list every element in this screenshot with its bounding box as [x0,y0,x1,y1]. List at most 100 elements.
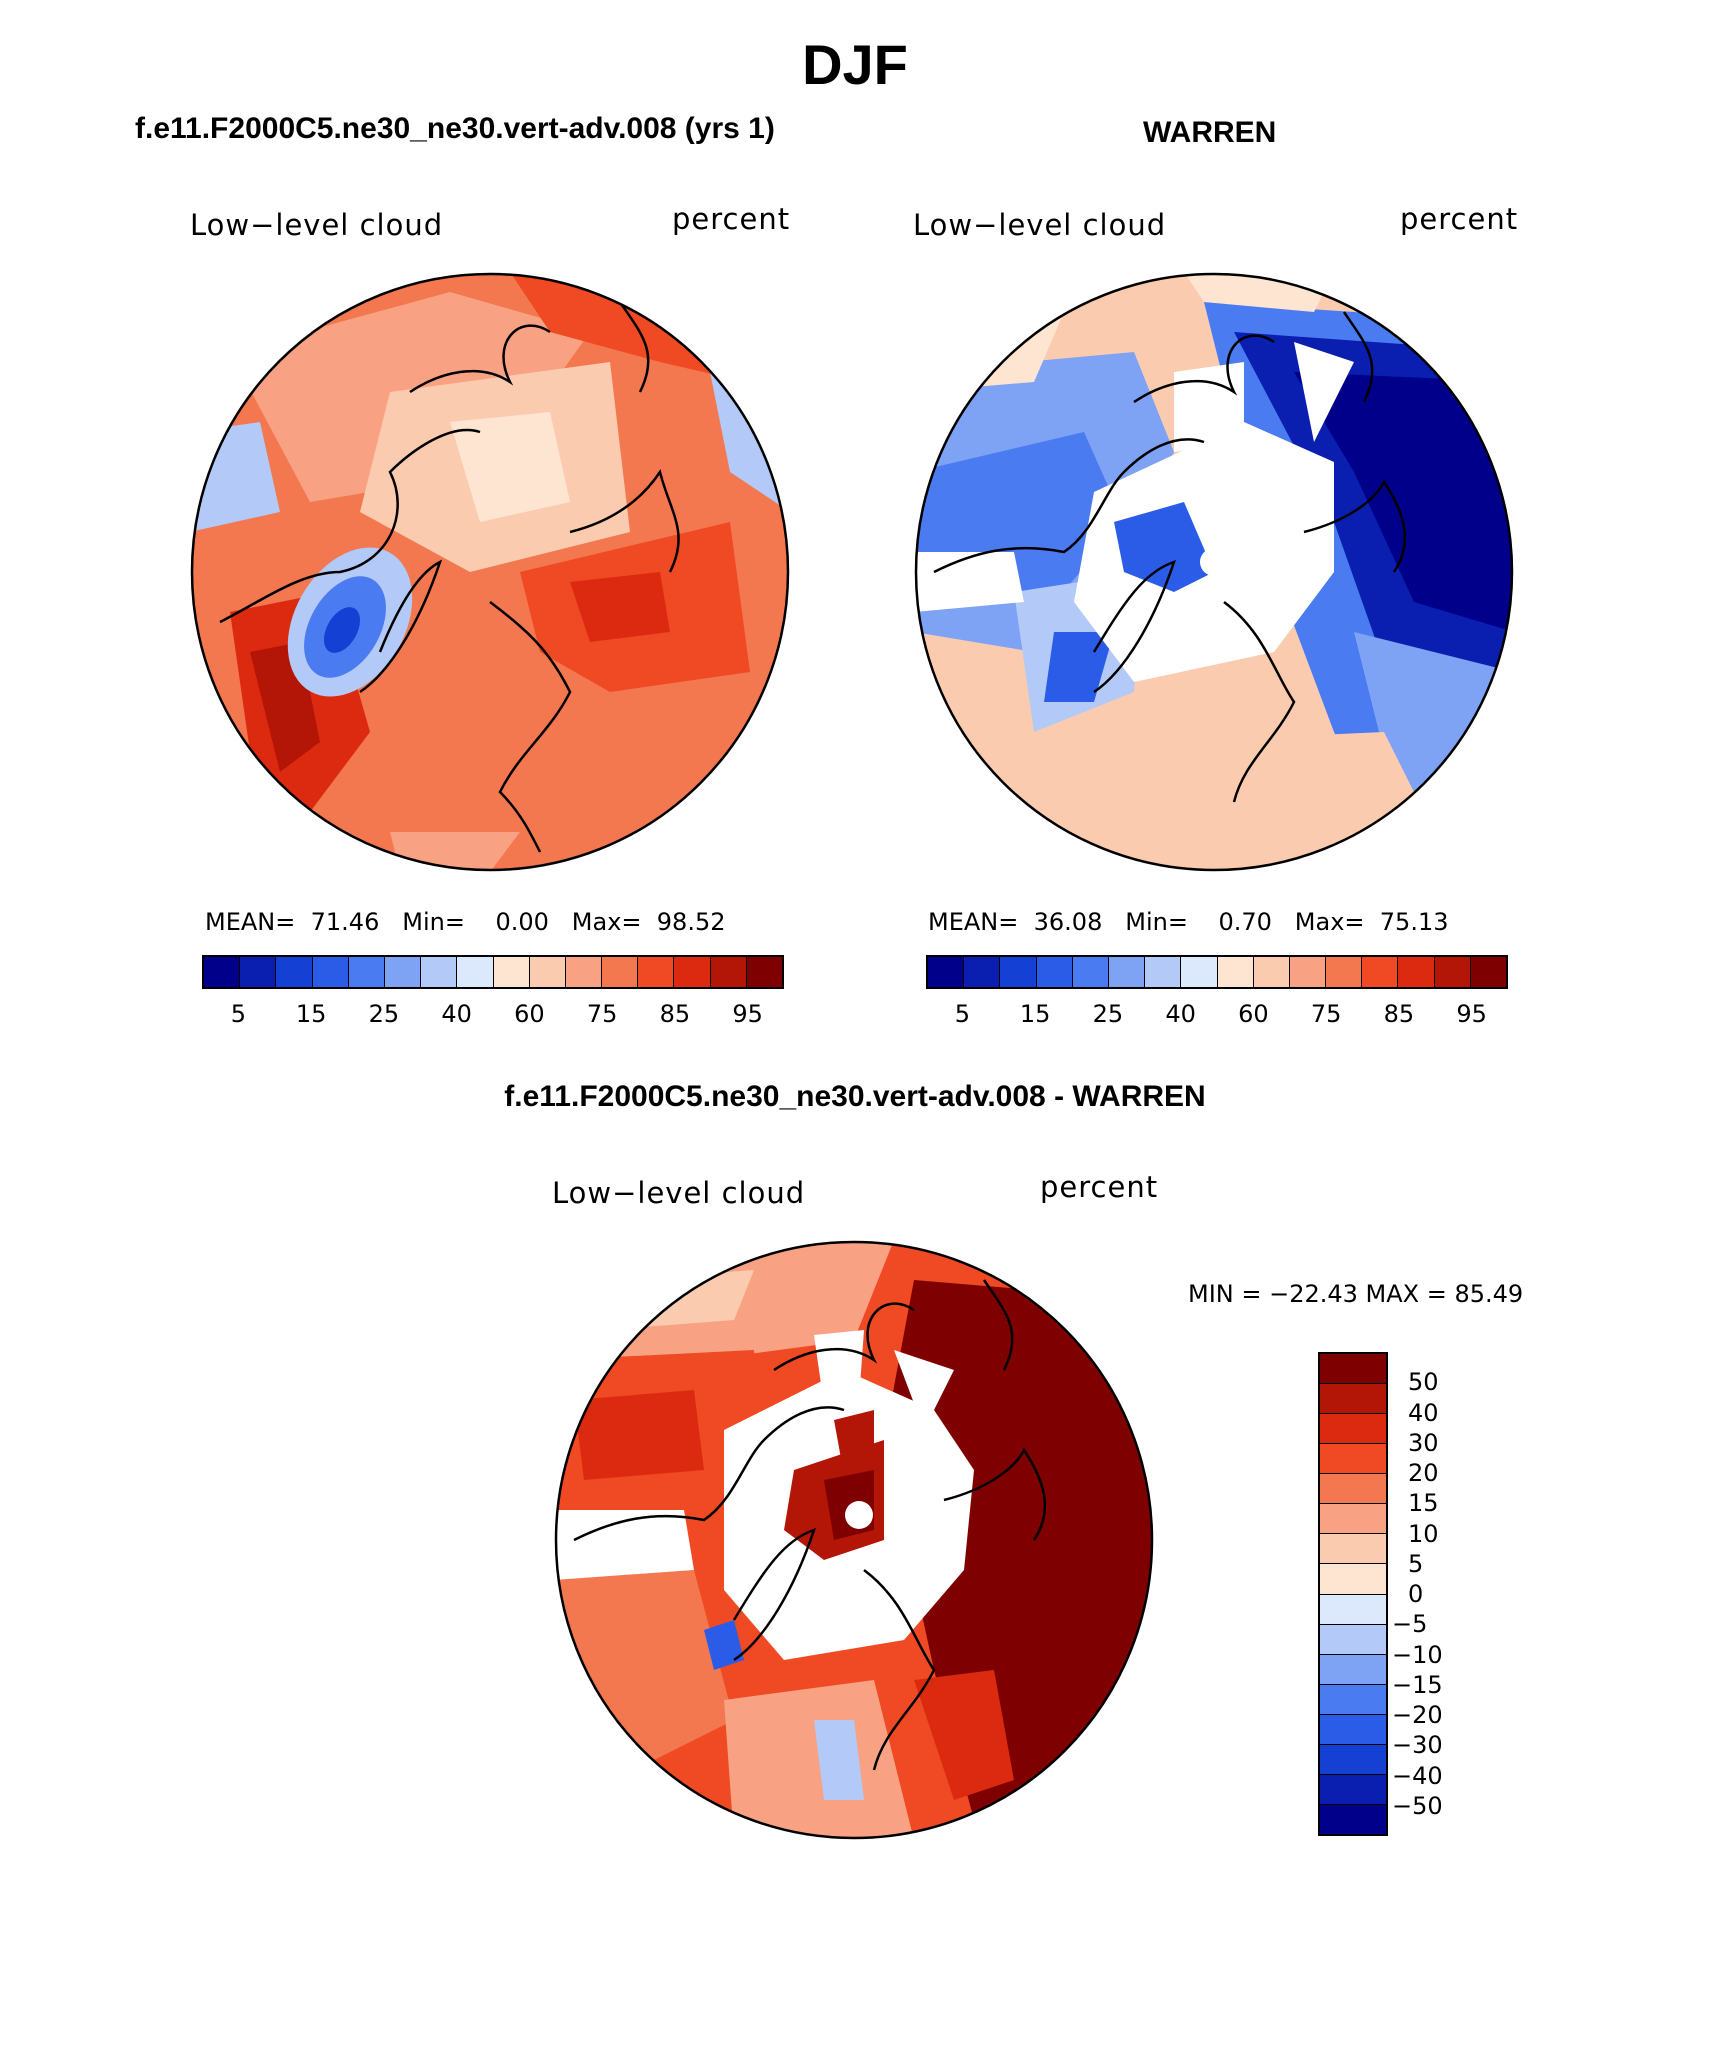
panel2-variable-label: Low−level cloud [913,208,1167,242]
colorbar-segment [1320,1504,1386,1535]
colorbar-segment [1289,957,1327,987]
panel1-title: f.e11.F2000C5.ne30_ne30.vert-adv.008 (yr… [135,112,775,145]
colorbar-tick-label: 85 [1383,1000,1415,1028]
colorbar-segment [1362,957,1399,987]
colorbar-segment [674,957,711,987]
colorbar-segment [1000,957,1037,987]
panel1-colorbar [202,955,784,989]
colorbar-segment [421,957,458,987]
colorbar-segment [1320,1414,1386,1445]
colorbar-tick-label: −50 [1392,1791,1443,1820]
colorbar-segment [1253,957,1290,987]
colorbar-segment [493,957,530,987]
panel1-mean-stat: MEAN= 71.46 Min= 0.00 Max= 98.52 [205,908,726,936]
colorbar-tick-label: −20 [1392,1701,1443,1729]
colorbar-tick-label: 15 [295,1000,327,1028]
colorbar-tick-label: −15 [1392,1670,1443,1699]
colorbar-segment [1217,957,1254,987]
colorbar-segment [1036,957,1073,987]
colorbar-tick-label: 25 [1092,1000,1124,1028]
colorbar-tick-label: −40 [1392,1761,1443,1790]
panel3-polar-map [554,1240,1154,1840]
colorbar-segment [1320,1684,1386,1715]
panel2-colorbar-ticks: 5 15 25 40 60 75 85 95 [926,1000,1508,1030]
colorbar-segment [1320,1774,1386,1805]
colorbar-tick-label: −10 [1392,1640,1443,1669]
colorbar-segment [1434,957,1471,987]
colorbar-tick-label: 95 [1456,1000,1487,1028]
colorbar-tick-label: 75 [1310,1000,1342,1028]
colorbar-tick-label: 95 [732,1000,763,1028]
colorbar-tick-label: 0 [1408,1580,1424,1608]
colorbar-segment [710,957,747,987]
colorbar-segment [602,957,639,987]
colorbar-tick-label: 10 [1408,1519,1439,1548]
colorbar-tick-label: 40 [1165,1000,1196,1028]
colorbar-segment [1320,1564,1386,1595]
colorbar-segment [1398,957,1435,987]
panel3-colorbar [1318,1352,1388,1836]
colorbar-tick-label: 5 [1408,1549,1424,1578]
colorbar-segment [1320,1654,1386,1685]
colorbar-segment [276,957,313,987]
colorbar-tick-label: −30 [1392,1731,1443,1760]
panel3-minmax-stat: MIN = −22.43 MAX = 85.49 [1188,1280,1524,1308]
colorbar-segment [1320,1384,1386,1415]
colorbar-segment [384,957,422,987]
colorbar-tick-label: 20 [1408,1459,1439,1487]
colorbar-segment [565,957,603,987]
colorbar-segment [1320,1804,1386,1834]
colorbar-segment [529,957,566,987]
colorbar-tick-label: 60 [1238,1000,1269,1028]
panel3-title: f.e11.F2000C5.ne30_ne30.vert-adv.008 - W… [504,1080,1206,1113]
panel2-polar-map [914,272,1514,872]
colorbar-segment [746,957,782,987]
colorbar-segment [348,957,385,987]
colorbar-segment [1320,1624,1386,1655]
colorbar-tick-label: 85 [659,1000,691,1028]
figure-title: DJF [802,33,908,96]
colorbar-tick-label: 15 [1408,1489,1439,1518]
colorbar-segment [1320,1354,1386,1385]
colorbar-tick-label: 30 [1408,1428,1439,1457]
colorbar-segment [1320,1744,1386,1775]
colorbar-segment [638,957,675,987]
panel1-variable-label: Low−level cloud [190,208,444,242]
colorbar-tick-label: 15 [1019,1000,1051,1028]
panel2-mean-stat: MEAN= 36.08 Min= 0.70 Max= 75.13 [928,908,1449,936]
panel1-polar-map [190,272,790,872]
panel3-colorbar-ticks: 50 40 30 20 15 10 5 0 −5 −10 −15 −20 −30 −40 −50 [1392,1352,1498,1836]
colorbar-tick-label: 50 [1408,1368,1439,1397]
colorbar-segment [1320,1714,1386,1745]
panel2-title: WARREN [1143,116,1277,149]
colorbar-tick-label: 60 [514,1000,545,1028]
colorbar-segment [240,957,277,987]
colorbar-tick-label: 75 [586,1000,618,1028]
colorbar-segment [1145,957,1182,987]
panel1-colorbar-ticks: 5 15 25 40 60 75 85 95 [202,1000,784,1030]
panel1-units-label: percent [672,202,791,236]
colorbar-segment [1470,957,1506,987]
panel2-units-label: percent [1400,202,1519,236]
colorbar-segment [1326,957,1363,987]
colorbar-segment [312,957,349,987]
colorbar-tick-label: −5 [1392,1610,1428,1639]
colorbar-segment [1072,957,1109,987]
colorbar-segment [1320,1444,1386,1475]
panel3-variable-label: Low−level cloud [552,1176,806,1210]
colorbar-segment [457,957,494,987]
colorbar-segment [204,957,241,987]
colorbar-segment [1108,957,1146,987]
colorbar-segment [1320,1594,1386,1625]
colorbar-segment [964,957,1001,987]
colorbar-segment [928,957,965,987]
colorbar-tick-label: 40 [441,1000,472,1028]
panel3-units-label: percent [1040,1170,1159,1204]
colorbar-tick-label: 25 [368,1000,400,1028]
colorbar-segment [1320,1534,1386,1565]
colorbar-tick-label: 5 [954,1000,971,1028]
colorbar-segment [1181,957,1218,987]
colorbar-segment [1320,1474,1386,1505]
panel2-colorbar [926,955,1508,989]
colorbar-tick-label: 5 [230,1000,247,1028]
